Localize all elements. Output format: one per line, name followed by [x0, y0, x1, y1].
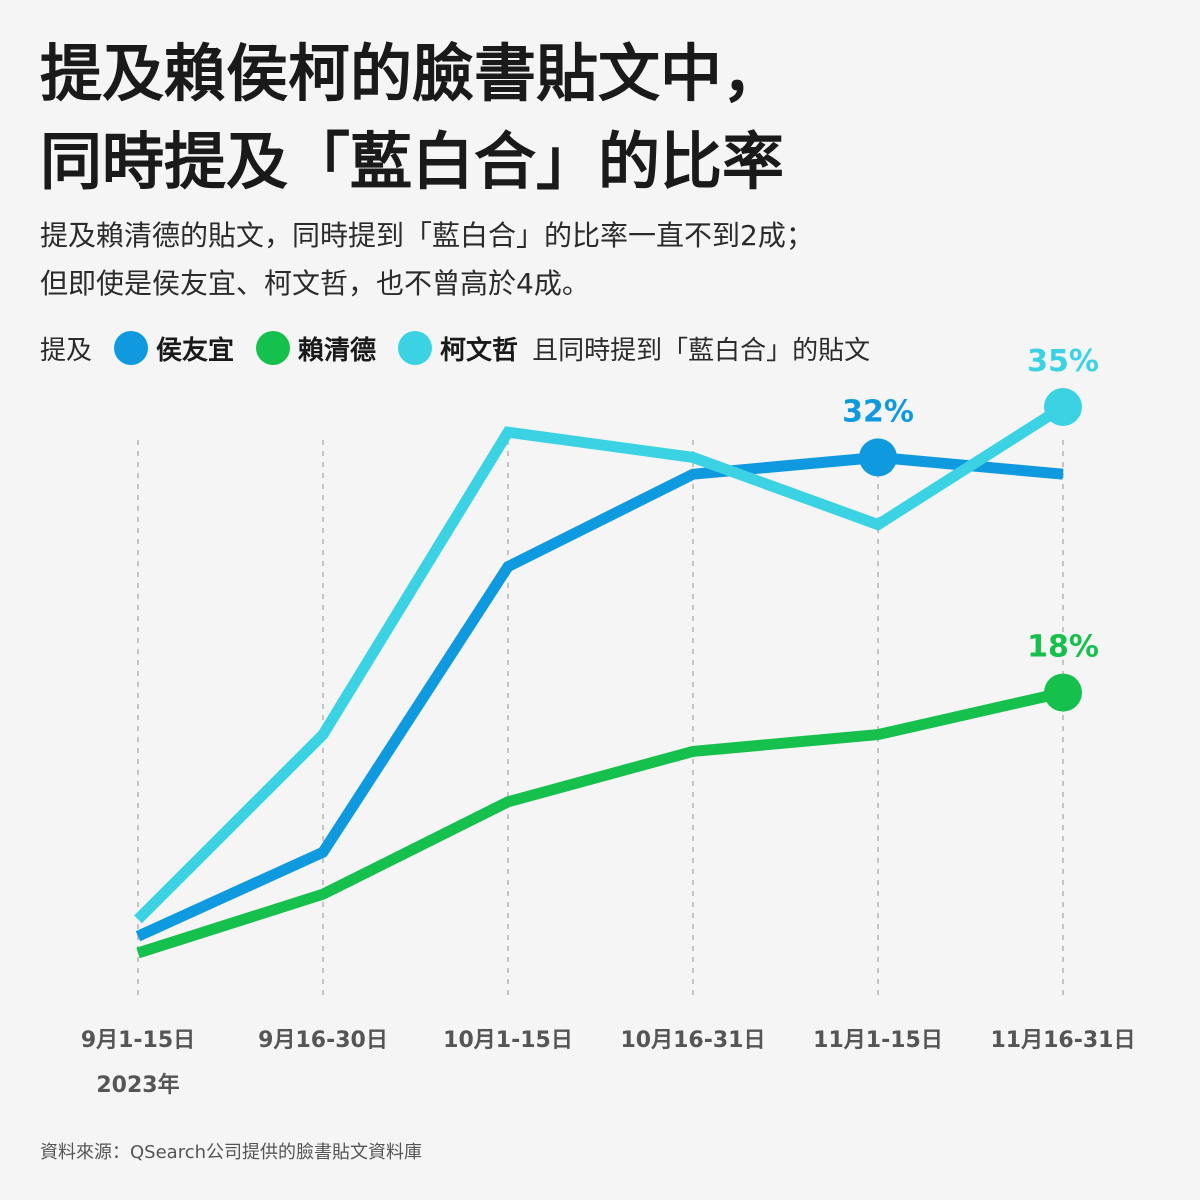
- legend-swatch-lai: [256, 331, 291, 365]
- series-line-lai: [136, 687, 1065, 959]
- legend-suffix: 且同時提到「藍白合」的貼文: [532, 335, 871, 366]
- legend: 提及 侯友宜 賴清德 柯文哲 且同時提到「藍白合」的貼文: [40, 324, 870, 372]
- legend-label-ko: 柯文哲: [440, 335, 519, 366]
- series-line-ko: [134, 402, 1066, 924]
- legend-item-ko: 柯文哲: [398, 330, 518, 367]
- x-tick-label: 10月16-31日: [621, 1028, 766, 1053]
- source-note: 資料來源：QSearch公司提供的臉書貼文資料庫: [40, 1142, 423, 1163]
- line-chart: 9月1-15日 9月16-30日 10月1-15日 10月16-31日 11月1-15日…: [81, 344, 1136, 1098]
- x-tick-label: 9月16-30日: [258, 1028, 388, 1053]
- data-point-lai: [1044, 673, 1082, 712]
- legend-prefix: 提及: [40, 335, 93, 366]
- x-tick-label: 9月1-15日: [81, 1028, 195, 1053]
- title-line-1: 提及賴侯柯的臉書貼文中，: [40, 37, 785, 110]
- x-tick-label: 10月1-15日: [443, 1028, 573, 1053]
- data-point-hou: [859, 438, 897, 477]
- subtitle-line-1: 提及賴清德的貼文，同時提到「藍白合」的比率一直不到2成；: [40, 219, 814, 252]
- legend-item-hou: 侯友宜: [114, 330, 234, 367]
- legend-item-lai: 賴清德: [256, 330, 376, 367]
- data-label-hou: 32%: [842, 394, 914, 429]
- data-label-ko: 35%: [1027, 344, 1099, 379]
- legend-swatch-hou: [114, 331, 149, 365]
- legend-label-lai: 賴清德: [298, 335, 377, 366]
- subtitle-line-2: 但即使是侯友宜、柯文哲，也不曾高於4成。: [40, 267, 590, 300]
- x-tick-label: 11月16-31日: [991, 1028, 1136, 1053]
- data-label-lai: 18%: [1027, 630, 1099, 665]
- year-label: 2023年: [96, 1072, 179, 1098]
- title-line-2: 同時提及「藍白合」的比率: [40, 125, 785, 198]
- x-tick-label: 11月1-15日: [813, 1028, 943, 1053]
- series-line-hou: [135, 451, 1064, 942]
- legend-label-hou: 侯友宜: [156, 335, 235, 366]
- data-point-ko: [1044, 388, 1082, 426]
- chart-title: 提及賴侯柯的臉書貼文中， 同時提及「藍白合」的比率: [40, 30, 1160, 206]
- legend-swatch-ko: [398, 331, 433, 365]
- chart-subtitle: 提及賴清德的貼文，同時提到「藍白合」的比率一直不到2成； 但即使是侯友宜、柯文哲…: [40, 212, 1160, 308]
